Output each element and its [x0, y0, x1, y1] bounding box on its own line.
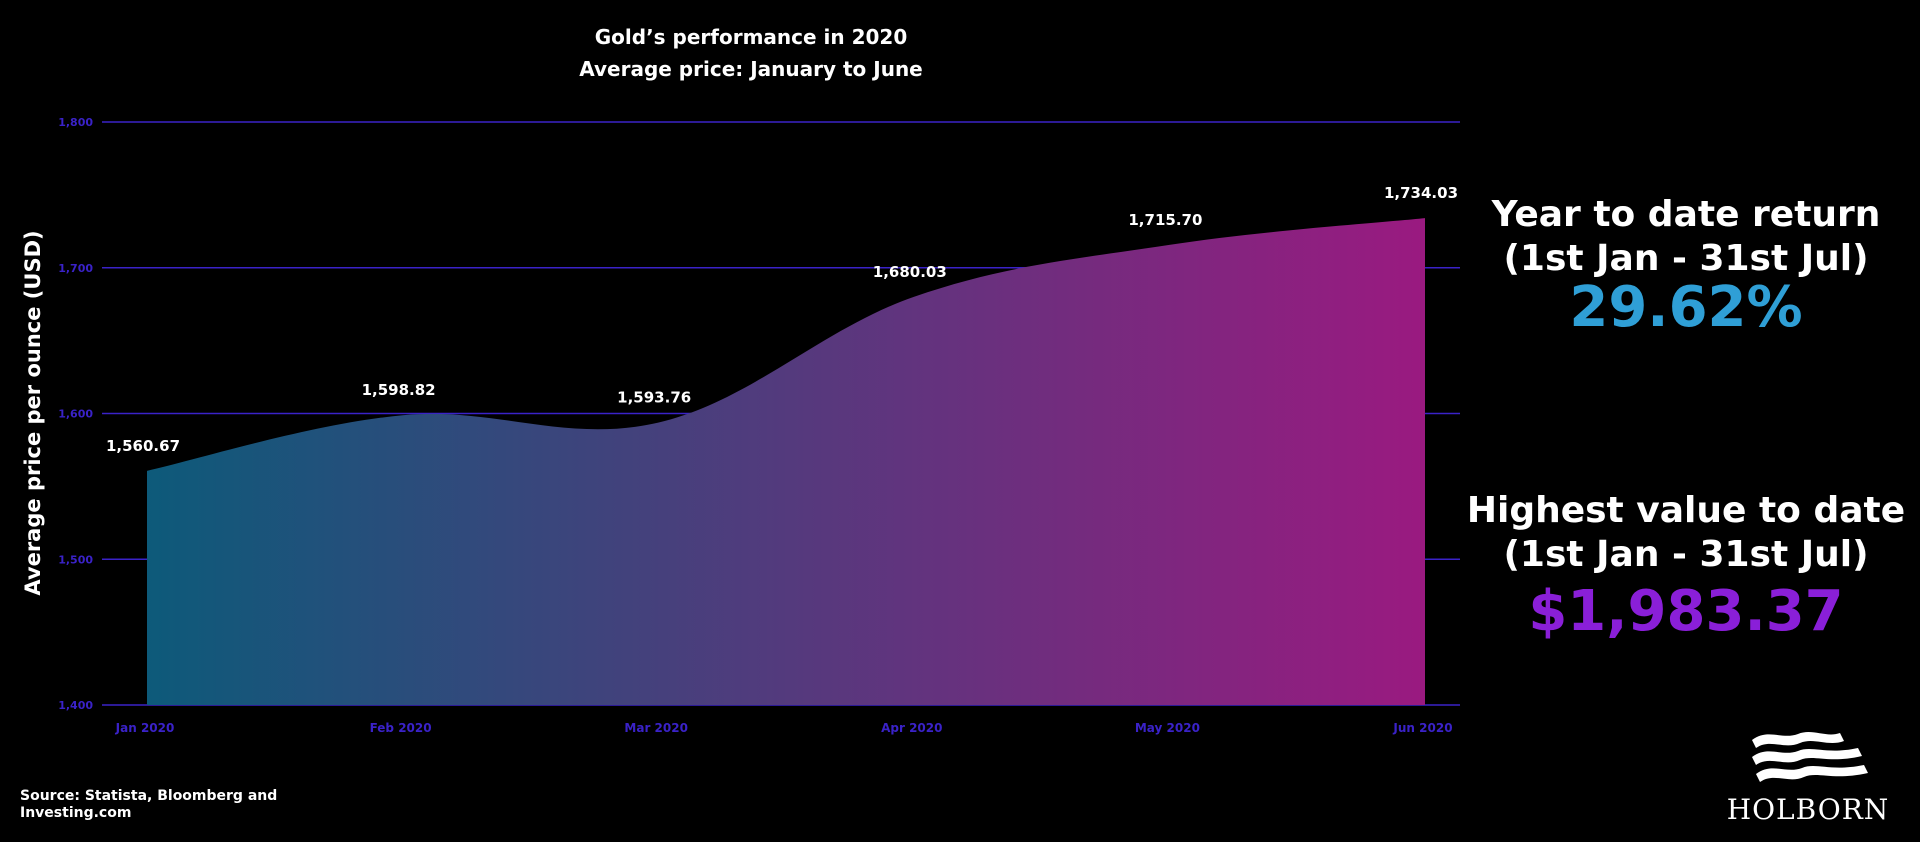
y-axis-label: Average price per ounce (USD)	[21, 230, 45, 595]
data-label: 1,715.70	[1128, 211, 1202, 229]
x-tick-labels: Jan 2020 Feb 2020 Mar 2020 Apr 2020 May 2020…	[115, 721, 1453, 735]
x-tick-label: Jan 2020	[115, 721, 175, 735]
waves-logo-icon	[1752, 732, 1868, 782]
y-tick-label: 1,400	[58, 699, 93, 712]
x-tick-label: Mar 2020	[624, 721, 688, 735]
ytd-return-value: 29.62%	[1569, 275, 1802, 340]
chart-title: Gold’s performance in 2020	[595, 25, 908, 49]
highest-heading: Highest value to date	[1467, 490, 1905, 531]
data-label: 1,593.76	[617, 389, 691, 407]
y-tick-label: 1,600	[58, 408, 93, 421]
y-tick-label: 1,500	[58, 553, 93, 566]
data-label: 1,734.03	[1384, 184, 1458, 202]
data-label: 1,598.82	[362, 381, 436, 399]
data-label: 1,560.67	[106, 437, 180, 455]
brand-name: HOLBORN	[1727, 793, 1890, 826]
x-tick-label: May 2020	[1135, 721, 1200, 735]
y-tick-label: 1,800	[58, 116, 93, 129]
y-tick-labels: 1,400 1,500 1,600 1,700 1,800	[58, 116, 93, 712]
area-chart: 1,400 1,500 1,600 1,700 1,800 Jan 2020 Feb 20…	[58, 116, 1460, 735]
data-label: 1,680.03	[873, 263, 947, 281]
ytd-period: (1st Jan - 31st Jul)	[1503, 238, 1868, 279]
x-tick-label: Feb 2020	[370, 721, 432, 735]
source-line-1: Source: Statista, Bloomberg and	[20, 788, 277, 804]
highest-value: $1,983.37	[1528, 579, 1843, 644]
highest-value-panel: Highest value to date (1st Jan - 31st Ju…	[1467, 490, 1905, 644]
source-line-2: Investing.com	[20, 805, 131, 821]
price-area	[147, 218, 1425, 705]
ytd-heading: Year to date return	[1491, 194, 1881, 235]
highest-period: (1st Jan - 31st Jul)	[1503, 534, 1868, 575]
x-tick-label: Jun 2020	[1392, 721, 1452, 735]
x-tick-label: Apr 2020	[881, 721, 942, 735]
data-labels: 1,560.67 1,598.82 1,593.76 1,680.03 1,715.70…	[106, 184, 1458, 455]
ytd-return-panel: Year to date return (1st Jan - 31st Jul)…	[1491, 194, 1881, 340]
chart-subtitle: Average price: January to June	[579, 57, 923, 81]
y-tick-label: 1,700	[58, 262, 93, 275]
